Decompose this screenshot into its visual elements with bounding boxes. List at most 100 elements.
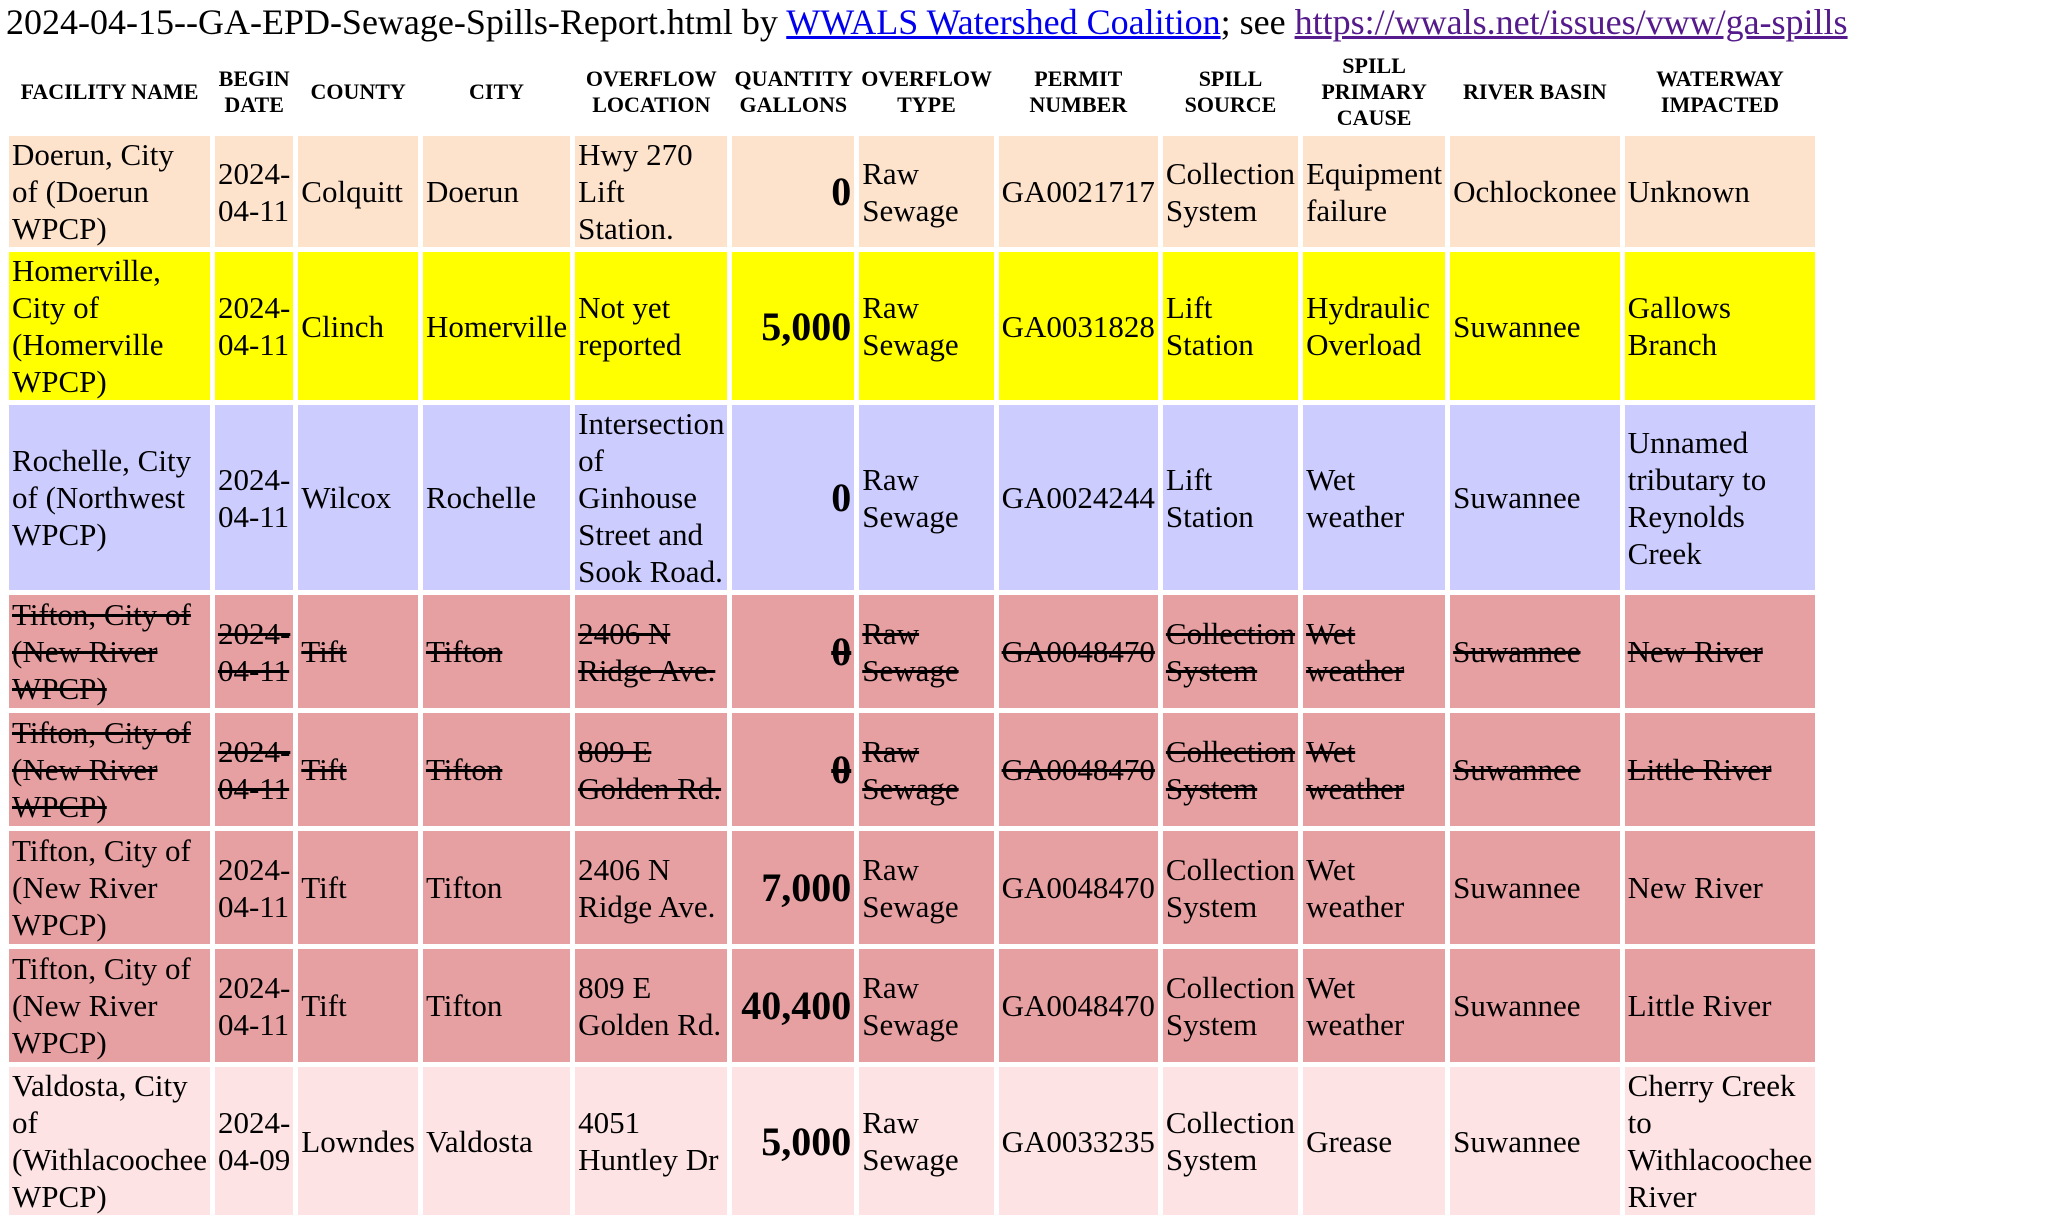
spill-primary-cause-cell: Grease	[1303, 1067, 1446, 1215]
col-overflow-type: Overflow Type	[859, 53, 994, 131]
col-begin-date: Begin Date	[214, 53, 294, 131]
facility-name-cell: Tifton, City of (New River WPCP)	[9, 595, 210, 708]
overflow-type-cell: Raw Sewage	[859, 1067, 994, 1215]
col-quantity-gallons: Quantity Gallons	[732, 53, 855, 131]
overflow-type-cell: Raw Sewage	[859, 252, 994, 400]
table-row: Doerun, City of (Doerun WPCP) 2024-04-11…	[9, 136, 1816, 247]
col-facility-name: Facility Name	[9, 53, 210, 131]
county-cell: Tift	[298, 949, 418, 1062]
city-cell: Homerville	[422, 252, 571, 400]
overflow-type-cell: Raw Sewage	[859, 405, 994, 590]
facility-name-cell: Tifton, City of (New River WPCP)	[9, 713, 210, 826]
spill-source-cell: Collection System	[1162, 713, 1299, 826]
col-river-basin: River Basin	[1450, 53, 1620, 131]
waterway-impacted-cell: New River	[1624, 831, 1816, 944]
facility-name-cell: Homerville, City of (Homerville WPCP)	[9, 252, 210, 400]
table-row: Tifton, City of (New River WPCP) 2024-04…	[9, 713, 1816, 826]
begin-date-cell: 2024-04-11	[214, 252, 294, 400]
county-cell: Colquitt	[298, 136, 418, 247]
header-row: Facility Name Begin Date County City Ove…	[9, 53, 1816, 131]
report-heading: 2024-04-15--GA-EPD-Sewage-Spills-Report.…	[4, 0, 2063, 44]
by-text: by	[732, 2, 787, 42]
begin-date-cell: 2024-04-11	[214, 713, 294, 826]
col-waterway-impacted: Waterway Impacted	[1624, 53, 1816, 131]
overflow-location-cell: Intersection of Ginhouse Street and Sook…	[575, 405, 728, 590]
overflow-location-cell: 4051 Huntley Dr	[575, 1067, 728, 1215]
spill-source-cell: Collection System	[1162, 1067, 1299, 1215]
quantity-gallons-cell: 0	[732, 136, 855, 247]
permit-number-cell: GA0048470	[998, 713, 1158, 826]
river-basin-cell: Suwannee	[1450, 949, 1620, 1062]
overflow-location-cell: 809 E Golden Rd.	[575, 949, 728, 1062]
facility-name-cell: Valdosta, City of (Withlacoochee WPCP)	[9, 1067, 210, 1215]
quantity-gallons-cell: 40,400	[732, 949, 855, 1062]
county-cell: Tift	[298, 831, 418, 944]
waterway-impacted-cell: Little River	[1624, 949, 1816, 1062]
overflow-type-cell: Raw Sewage	[859, 136, 994, 247]
city-cell: Tifton	[422, 949, 571, 1062]
begin-date-cell: 2024-04-11	[214, 136, 294, 247]
city-cell: Tifton	[422, 595, 571, 708]
spills-table: Facility Name Begin Date County City Ove…	[4, 48, 1820, 1220]
waterway-impacted-cell: Unnamed tributary to Reynolds Creek	[1624, 405, 1816, 590]
spills-table-body: Doerun, City of (Doerun WPCP) 2024-04-11…	[9, 136, 1816, 1215]
col-spill-primary-cause: Spill Primary Cause	[1303, 53, 1446, 131]
permit-number-cell: GA0021717	[998, 136, 1158, 247]
begin-date-cell: 2024-04-11	[214, 949, 294, 1062]
wwals-link[interactable]: WWALS Watershed Coalition	[786, 2, 1221, 42]
report-filename: 2024-04-15--GA-EPD-Sewage-Spills-Report.…	[6, 2, 733, 42]
city-cell: Tifton	[422, 713, 571, 826]
spill-primary-cause-cell: Wet weather	[1303, 595, 1446, 708]
facility-name-cell: Tifton, City of (New River WPCP)	[9, 831, 210, 944]
river-basin-cell: Suwannee	[1450, 595, 1620, 708]
spill-source-cell: Lift Station	[1162, 252, 1299, 400]
table-row: Valdosta, City of (Withlacoochee WPCP) 2…	[9, 1067, 1816, 1215]
permit-number-cell: GA0031828	[998, 252, 1158, 400]
spill-source-cell: Collection System	[1162, 595, 1299, 708]
begin-date-cell: 2024-04-11	[214, 405, 294, 590]
table-row: Tifton, City of (New River WPCP) 2024-04…	[9, 831, 1816, 944]
table-row: Tifton, City of (New River WPCP) 2024-04…	[9, 949, 1816, 1062]
county-cell: Tift	[298, 595, 418, 708]
county-cell: Lowndes	[298, 1067, 418, 1215]
overflow-location-cell: Not yet reported	[575, 252, 728, 400]
river-basin-cell: Suwannee	[1450, 831, 1620, 944]
begin-date-cell: 2024-04-11	[214, 595, 294, 708]
quantity-gallons-cell: 5,000	[732, 252, 855, 400]
facility-name-cell: Rochelle, City of (Northwest WPCP)	[9, 405, 210, 590]
quantity-gallons-cell: 0	[732, 713, 855, 826]
spill-source-cell: Collection System	[1162, 831, 1299, 944]
waterway-impacted-cell: Cherry Creek to Withlacoochee River	[1624, 1067, 1816, 1215]
permit-number-cell: GA0048470	[998, 831, 1158, 944]
city-cell: Tifton	[422, 831, 571, 944]
table-row: Tifton, City of (New River WPCP) 2024-04…	[9, 595, 1816, 708]
waterway-impacted-cell: Gallows Branch	[1624, 252, 1816, 400]
overflow-type-cell: Raw Sewage	[859, 713, 994, 826]
spill-primary-cause-cell: Equipment failure	[1303, 136, 1446, 247]
permit-number-cell: GA0048470	[998, 949, 1158, 1062]
ga-spills-link[interactable]: https://wwals.net/issues/vww/ga-spills	[1294, 2, 1848, 42]
see-text: ; see	[1220, 2, 1295, 42]
city-cell: Rochelle	[422, 405, 571, 590]
river-basin-cell: Suwannee	[1450, 713, 1620, 826]
spill-source-cell: Collection System	[1162, 136, 1299, 247]
spill-primary-cause-cell: Wet weather	[1303, 831, 1446, 944]
quantity-gallons-cell: 0	[732, 405, 855, 590]
spill-primary-cause-cell: Wet weather	[1303, 949, 1446, 1062]
river-basin-cell: Suwannee	[1450, 252, 1620, 400]
col-permit-number: Permit Number	[998, 53, 1158, 131]
spill-primary-cause-cell: Wet weather	[1303, 713, 1446, 826]
county-cell: Wilcox	[298, 405, 418, 590]
spill-source-cell: Collection System	[1162, 949, 1299, 1062]
city-cell: Valdosta	[422, 1067, 571, 1215]
river-basin-cell: Suwannee	[1450, 405, 1620, 590]
spill-primary-cause-cell: Hydraulic Overload	[1303, 252, 1446, 400]
facility-name-cell: Tifton, City of (New River WPCP)	[9, 949, 210, 1062]
quantity-gallons-cell: 0	[732, 595, 855, 708]
overflow-type-cell: Raw Sewage	[859, 595, 994, 708]
river-basin-cell: Ochlockonee	[1450, 136, 1620, 247]
table-row: Rochelle, City of (Northwest WPCP) 2024-…	[9, 405, 1816, 590]
col-overflow-location: Overflow Location	[575, 53, 728, 131]
permit-number-cell: GA0048470	[998, 595, 1158, 708]
